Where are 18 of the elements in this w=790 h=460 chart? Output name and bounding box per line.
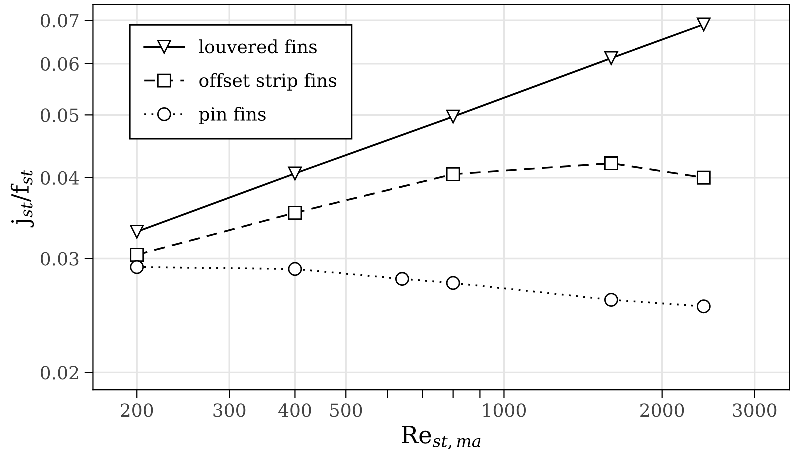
legend-label: offset strip fins <box>200 73 337 91</box>
x-tick-label: 3000 <box>733 404 777 418</box>
y-tick-label: 0.03 <box>41 252 79 266</box>
x-tick-label: 300 <box>214 404 246 418</box>
legend-label: louvered fins <box>199 40 317 54</box>
y-tick-label: 0.07 <box>41 14 79 28</box>
x-tick-label: 500 <box>330 404 362 418</box>
y-tick-label: 0.05 <box>41 108 79 122</box>
y-tick-label: 0.06 <box>41 57 79 72</box>
x-tick-label: 200 <box>121 404 154 418</box>
x-axis-title: Re$_{st,ma}$ <box>402 426 481 450</box>
y-tick-label: 0.02 <box>41 366 78 380</box>
x-tick-label: 1000 <box>483 404 526 418</box>
x-tick-label: 400 <box>278 404 312 418</box>
legend-label: pin fins <box>199 107 266 125</box>
x-tick-label: 2000 <box>640 404 684 418</box>
y-tick-label: 0.04 <box>41 171 80 185</box>
y-axis-title: j$_{st}$/f$_{st}$ <box>10 170 34 228</box>
